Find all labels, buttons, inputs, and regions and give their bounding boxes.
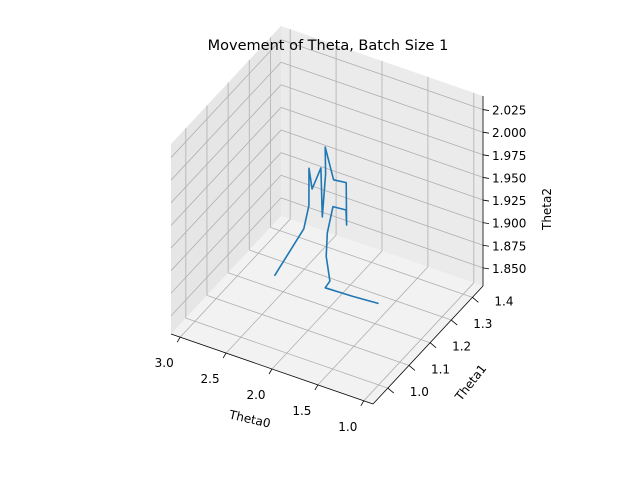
x-gridline	[363, 282, 475, 402]
z-tick-label: 2.025	[492, 104, 526, 118]
x-gridline	[317, 266, 429, 386]
y-gridline	[227, 272, 431, 344]
y-gridline	[270, 226, 473, 298]
chart-series	[273, 146, 379, 305]
z-gridline	[280, 129, 484, 201]
z-gridline	[280, 39, 484, 110]
y-tick-label: 1.3	[473, 317, 492, 331]
x-tick	[222, 352, 227, 359]
x-gridline	[225, 234, 337, 354]
x-tick-label: 3.0	[155, 356, 174, 370]
y-axis-label: Theta1	[452, 362, 490, 405]
z-gridline	[280, 107, 484, 178]
z-gridline	[170, 84, 282, 204]
chart-title: Movement of Theta, Batch Size 1	[208, 38, 449, 54]
chart-grid	[170, 29, 484, 402]
z-tick-label: 1.975	[492, 149, 526, 163]
z-gridline	[280, 61, 484, 133]
z-gridline	[170, 175, 282, 294]
y-tick	[408, 365, 416, 371]
y-tick-label: 1.0	[410, 385, 429, 399]
x-tick-label: 1.5	[292, 404, 311, 418]
z-tick-label: 2.000	[492, 126, 526, 140]
z-gridline	[280, 174, 484, 246]
x-gridline	[179, 218, 291, 338]
z-tick-label: 1.850	[492, 262, 526, 276]
y-tick	[472, 297, 479, 303]
z-gridline	[170, 129, 282, 249]
z-tick	[482, 154, 490, 157]
z-gridline	[170, 61, 282, 181]
z-gridline	[170, 39, 282, 158]
z-tick	[482, 222, 490, 225]
x-gridline	[271, 250, 383, 370]
x-tick	[360, 400, 365, 407]
z-gridline	[170, 107, 282, 226]
z-tick-label: 1.900	[492, 217, 526, 231]
x-tick-label: 2.0	[246, 388, 265, 402]
z-gridline	[280, 152, 484, 224]
y-tick-label: 1.4	[494, 294, 513, 308]
x-tick	[176, 336, 181, 343]
chart-ticks: 1.01.52.02.53.01.01.11.21.31.41.8501.875…	[155, 104, 527, 434]
y-tick	[451, 319, 458, 326]
z-tick-label: 1.950	[492, 171, 526, 185]
z-tick-label: 1.925	[492, 194, 526, 208]
z-gridline	[280, 84, 484, 156]
z-tick-label: 1.875	[492, 239, 526, 253]
z-tick	[482, 177, 490, 179]
z-gridline	[170, 152, 282, 271]
z-tick	[482, 199, 490, 202]
y-tick-label: 1.2	[452, 340, 471, 354]
x-tick-label: 2.5	[201, 372, 220, 386]
y-gridline	[185, 317, 388, 389]
x-tick	[314, 384, 319, 391]
z-gridline	[280, 197, 484, 269]
series-line	[273, 146, 379, 305]
z-gridline	[170, 197, 282, 317]
x-tick-label: 1.0	[338, 420, 357, 434]
z-tick	[482, 109, 490, 111]
z-tick	[482, 131, 490, 134]
x-tick	[268, 368, 273, 375]
side-pane	[171, 26, 281, 334]
y-tick	[429, 342, 437, 349]
y-tick	[387, 387, 395, 394]
z-tick	[482, 267, 490, 270]
y-tick-label: 1.1	[431, 362, 450, 376]
z-tick	[482, 244, 490, 247]
y-gridline	[206, 295, 410, 366]
y-axis-line	[372, 285, 484, 405]
z-axis-label: Theta2	[540, 188, 554, 231]
x-axis-label: Theta0	[227, 407, 272, 430]
